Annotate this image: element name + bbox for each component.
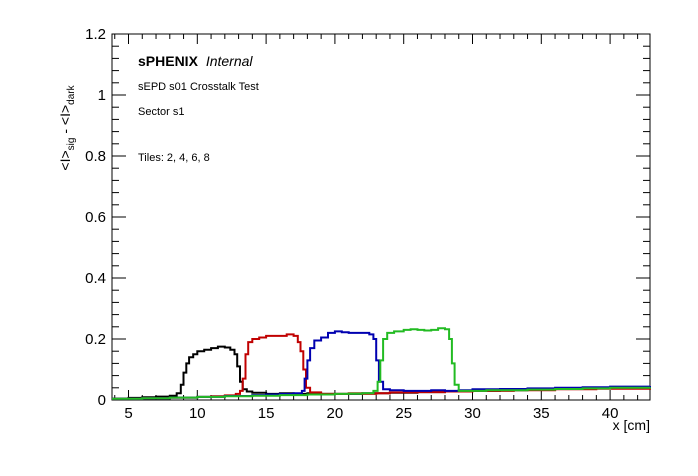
y-tick-label: 1 bbox=[98, 87, 106, 104]
y-tick-label: 0.4 bbox=[85, 270, 106, 287]
sector-label: Sector s1 bbox=[138, 106, 184, 118]
x-tick-label: 15 bbox=[258, 405, 275, 422]
y-label-sub1: sig bbox=[66, 138, 77, 151]
y-tick-label: 0.2 bbox=[85, 331, 106, 348]
x-tick-label: 25 bbox=[395, 405, 412, 422]
test-label: sEPD s01 Crosstalk Test bbox=[138, 81, 259, 93]
y-tick-label: 1.2 bbox=[85, 26, 106, 43]
x-tick-label: 20 bbox=[327, 405, 344, 422]
brand-text: sPHENIX bbox=[138, 53, 199, 69]
x-tick-label: 10 bbox=[189, 405, 206, 422]
series-layer bbox=[112, 327, 651, 400]
y-label-main1: <I> bbox=[57, 150, 73, 170]
series-line-4 bbox=[112, 327, 651, 400]
y-label-mid: - <I> bbox=[57, 105, 73, 138]
axis-ticks: 5 10 15 20 25 30 35 40 0 0.2 0.4 0.6 0.8 1 1.2 bbox=[85, 26, 650, 422]
x-tick-label: 30 bbox=[464, 405, 481, 422]
x-axis-label: x [cm] bbox=[613, 417, 650, 433]
status-text: Internal bbox=[206, 53, 254, 69]
y-tick-label: 0.8 bbox=[85, 148, 106, 165]
series-line-3 bbox=[112, 330, 651, 400]
x-tick-label: 40 bbox=[602, 405, 619, 422]
x-tick-label: 35 bbox=[533, 405, 550, 422]
y-tick-label: 0.6 bbox=[85, 209, 106, 226]
y-axis-label: <I>sig - <I>dark bbox=[57, 84, 77, 170]
brand-label: sPHENIX Internal bbox=[138, 53, 253, 69]
y-label-sub2: dark bbox=[66, 84, 77, 104]
y-tick-label: 0 bbox=[98, 392, 106, 409]
x-tick-label: 5 bbox=[124, 405, 132, 422]
tiles-label: Tiles: 2, 4, 6, 8 bbox=[138, 152, 210, 164]
